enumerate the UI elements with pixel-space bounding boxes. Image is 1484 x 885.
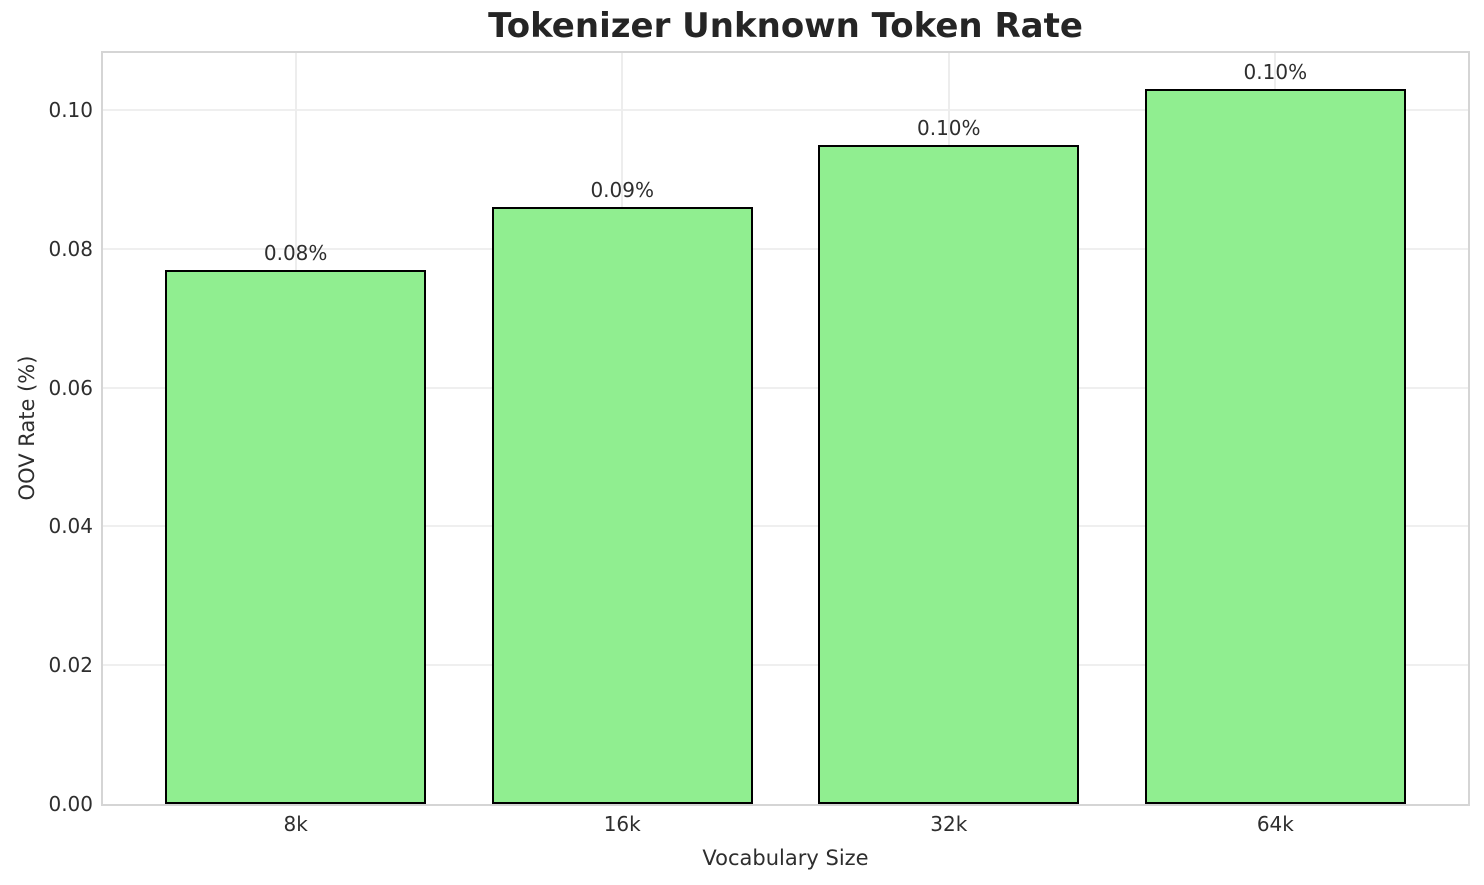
bar <box>165 269 427 804</box>
bar <box>491 207 753 804</box>
horizontal-gridline <box>103 386 1468 389</box>
x-tick-label: 8k <box>283 812 308 836</box>
x-tick-label: 32k <box>930 812 968 836</box>
bar <box>818 144 1080 804</box>
x-tick-label: 64k <box>1256 812 1294 836</box>
bar-value-label: 0.09% <box>590 178 654 203</box>
bar <box>1144 89 1406 804</box>
bar-value-label: 0.10% <box>1243 60 1308 85</box>
y-tick-label: 0.00 <box>48 792 93 816</box>
horizontal-gridline <box>103 108 1468 111</box>
y-tick-label: 0.10 <box>48 97 93 122</box>
horizontal-gridline <box>103 247 1468 250</box>
x-tick-label: 16k <box>603 812 641 836</box>
plot-area: 0.08% 0.09% 0.10% 0.10% <box>101 51 1470 806</box>
horizontal-gridline <box>103 664 1468 667</box>
y-tick-label: 0.04 <box>48 514 93 539</box>
y-tick-label: 0.02 <box>48 653 93 678</box>
y-tick-label: 0.08 <box>48 236 93 261</box>
x-axis-title: Vocabulary Size <box>702 846 869 870</box>
chart-title: Tokenizer Unknown Token Rate <box>488 6 1083 46</box>
bar-value-label: 0.08% <box>263 240 328 265</box>
bar-value-label: 0.10% <box>916 115 981 140</box>
horizontal-gridline <box>103 525 1468 528</box>
y-tick-label: 0.06 <box>48 375 93 400</box>
